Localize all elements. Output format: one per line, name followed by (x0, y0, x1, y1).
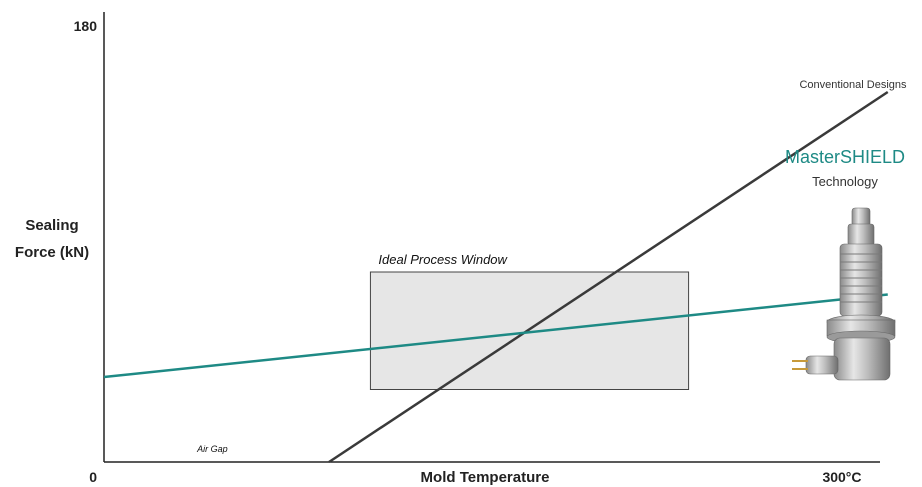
air-gap-annotation: Air Gap (196, 444, 228, 454)
x-tick-min: 0 (89, 469, 97, 485)
series-label-mastershield-sub: Technology (812, 174, 878, 189)
y-tick-max: 180 (74, 18, 98, 34)
ideal-process-window (369, 271, 690, 390)
x-axis-label: Mold Temperature (421, 469, 550, 486)
series-line-conventional (328, 90, 889, 464)
x-tick-max: 300°C (822, 469, 861, 485)
series-line-mastershield (103, 293, 888, 379)
mastershield-nozzle-icon (792, 207, 896, 381)
series-label-conventional: Conventional Designs (799, 79, 907, 91)
ideal-process-window-label: Ideal Process Window (378, 252, 508, 267)
series-label-mastershield: MasterSHIELD (785, 147, 905, 167)
y-axis-label-line-1: Sealing (25, 217, 78, 234)
y-axis-label-line-2: Force (kN) (15, 244, 89, 261)
